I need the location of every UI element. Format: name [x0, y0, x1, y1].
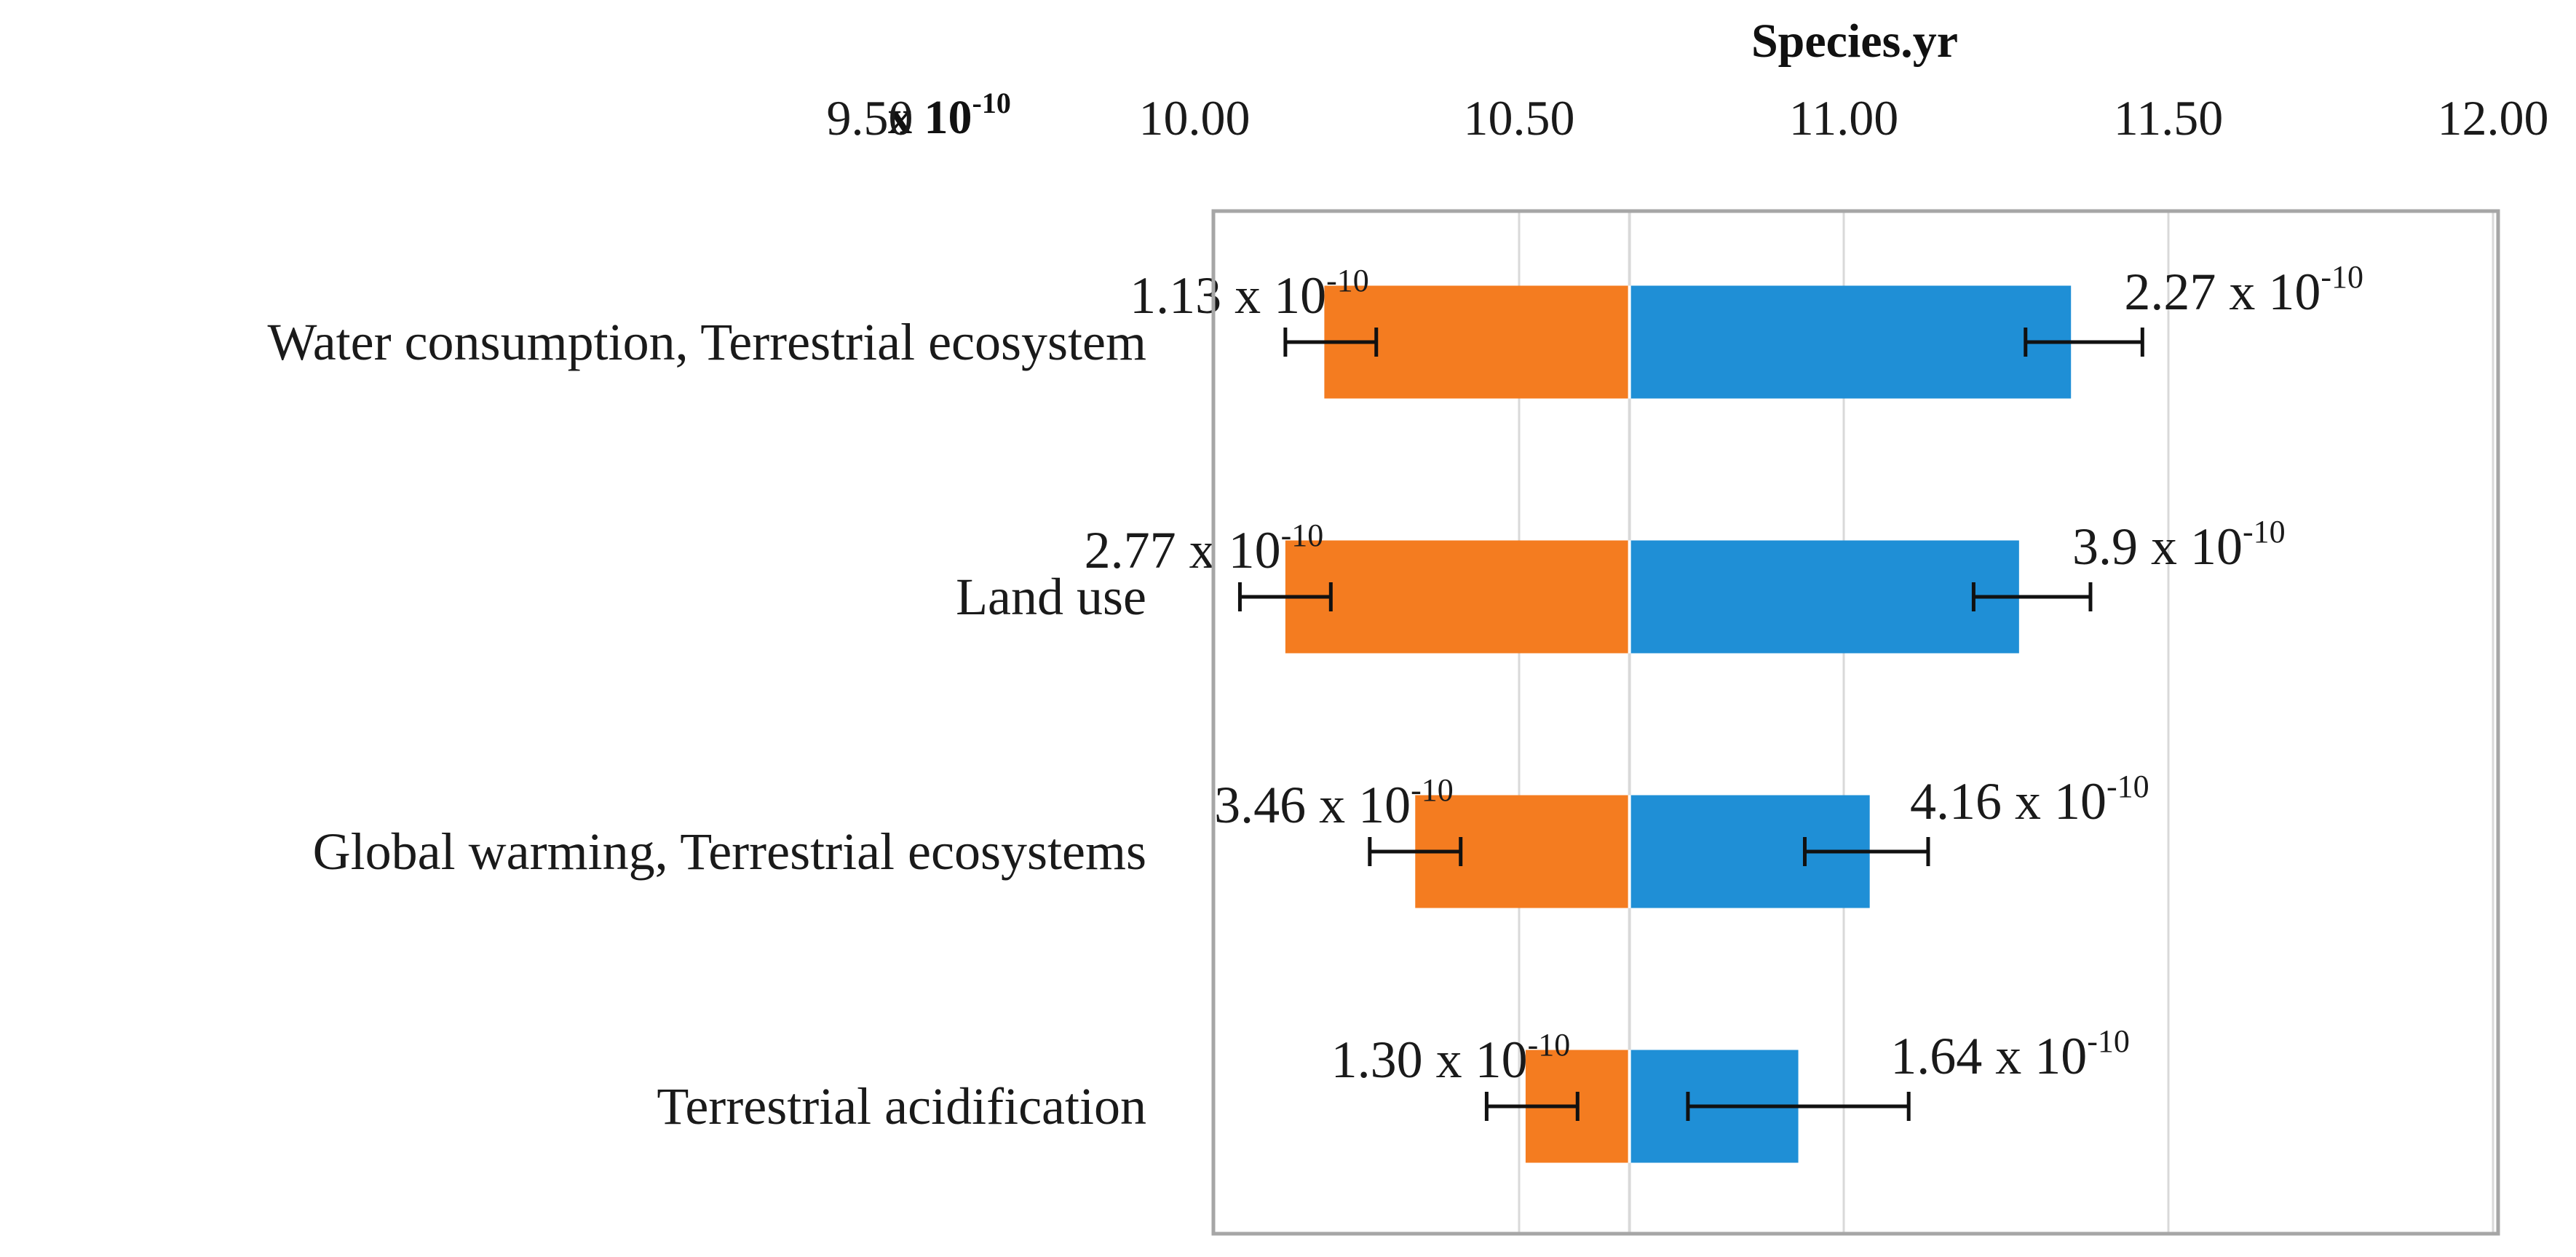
x-tick-label: 11.50 — [2114, 90, 2223, 146]
data-label-right: 1.64 x 10-10 — [1890, 1023, 2130, 1085]
error-bar-left — [1368, 837, 1463, 866]
category-label: Water consumption, Terrestrial ecosystem — [268, 313, 1146, 371]
error-bar-left — [1237, 582, 1333, 611]
data-label-left: 1.30 x 10-10 — [1331, 1027, 1571, 1089]
data-label-right: 2.27 x 10-10 — [2124, 259, 2363, 321]
x-tick-label: 10.00 — [1139, 90, 1251, 146]
bar-right — [1629, 285, 2072, 399]
bar-right — [1629, 540, 2019, 654]
error-bar-right — [1802, 837, 1930, 866]
unit-label-base: x 10 — [888, 91, 972, 144]
category-label: Land use — [956, 568, 1146, 626]
data-label-right: 3.9 x 10-10 — [2072, 514, 2286, 576]
chart-title: Species.yr — [1751, 15, 1958, 68]
x-tick-label: 10.50 — [1464, 90, 1575, 146]
x-tick-label: 12.00 — [2438, 90, 2549, 146]
data-label-left: 2.77 x 10-10 — [1085, 518, 1324, 579]
error-bar-left — [1484, 1092, 1580, 1121]
category-label: Terrestrial acidification — [657, 1077, 1146, 1135]
data-label-right: 4.16 x 10-10 — [1910, 769, 2149, 830]
error-bar-right — [1971, 582, 2093, 611]
data-label-left: 1.13 x 10-10 — [1130, 263, 1369, 325]
error-bar-right — [1686, 1092, 1911, 1121]
unit-label-exponent: -10 — [972, 87, 1011, 119]
error-bar-left — [1283, 328, 1379, 357]
unit-label: x 10-10 — [888, 87, 1011, 144]
plot-frame — [1211, 209, 2500, 1236]
category-labels: Water consumption, Terrestrial ecosystem… — [268, 313, 1146, 1135]
data-label-left: 3.46 x 10-10 — [1214, 772, 1454, 834]
category-label: Global warming, Terrestrial ecosystems — [313, 822, 1146, 881]
error-bar-right — [2024, 328, 2144, 357]
data-labels: 1.13 x 10-10 2.27 x 10-10 2.77 x 10-10 3.9 … — [1085, 259, 2363, 1089]
x-tick-label: 11.00 — [1789, 90, 1898, 146]
x-tick-label: 9.50 — [827, 90, 914, 146]
error-bars — [1237, 328, 2144, 1121]
bar-left — [1285, 540, 1630, 654]
x-tick-labels: 9.50 10.00 10.50 11.00 11.50 12.00 — [827, 90, 2549, 146]
